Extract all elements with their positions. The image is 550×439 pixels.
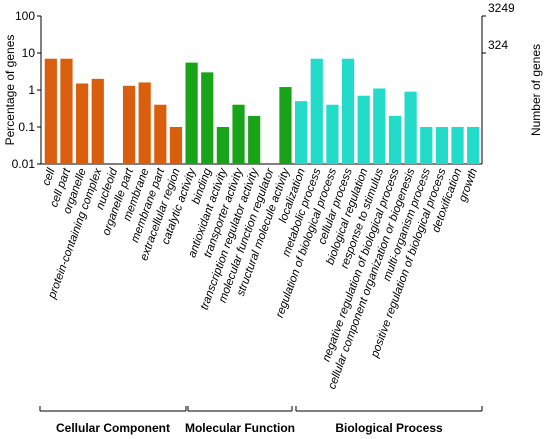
bar (420, 127, 433, 164)
bar (44, 58, 57, 165)
chart-bars (44, 58, 480, 165)
bar (248, 115, 261, 164)
bar (122, 85, 136, 164)
bar (91, 78, 104, 164)
bar (404, 91, 417, 164)
bar (76, 83, 89, 164)
y-axis-label-left: Percentage of genes (3, 35, 17, 146)
y-tick-label: 10 (22, 46, 36, 60)
bar (154, 104, 167, 164)
bar (201, 72, 214, 164)
y-right-tick-label: 324 (488, 38, 508, 52)
y-right-tick-label: 3249 (488, 1, 515, 15)
bar (451, 127, 464, 164)
bar (435, 127, 448, 164)
y-tick-label: 0.1 (18, 120, 35, 134)
y-tick-label: 100 (15, 9, 35, 23)
bar (310, 58, 323, 165)
group-label: Biological Process (335, 421, 443, 435)
y-tick-label: 1 (28, 83, 35, 97)
bar (138, 82, 151, 164)
bar (388, 115, 402, 164)
group-label: Molecular Function (185, 421, 295, 435)
bar (295, 101, 308, 164)
bar (279, 87, 292, 164)
bar (467, 127, 480, 164)
y-axis-label-right: Number of genes (529, 44, 543, 136)
bar (357, 95, 370, 164)
y-tick-label: 0.01 (12, 157, 36, 171)
bar (60, 58, 73, 165)
bar (373, 88, 386, 164)
chart-axes: 100 10 1 0.1 0.01 3249 324 (12, 1, 515, 412)
bar (232, 104, 245, 164)
bar (341, 58, 355, 165)
bar (185, 62, 198, 164)
group-label: Cellular Component (56, 421, 170, 435)
bar (169, 127, 183, 164)
bar (216, 127, 229, 164)
bar (326, 104, 339, 164)
category-label: cell (40, 167, 57, 188)
